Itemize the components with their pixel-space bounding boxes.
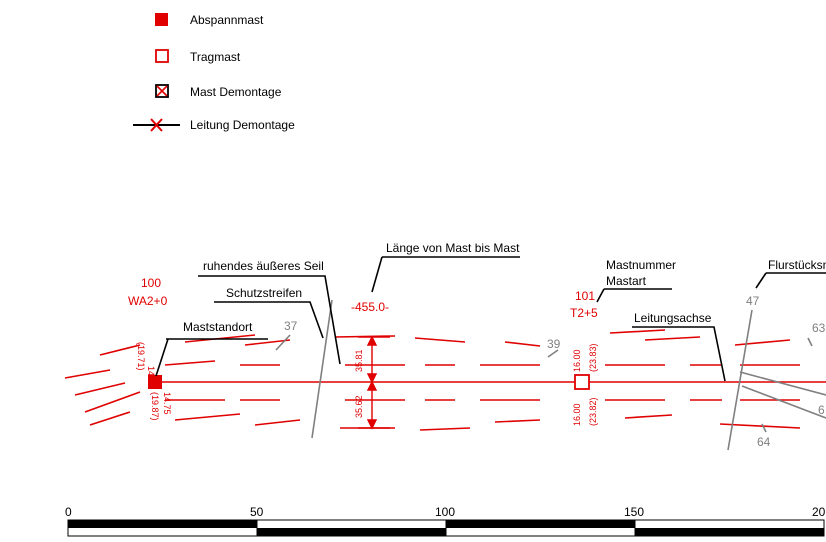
parcel-boundary-line [311,299,333,439]
cable-stroke [719,423,801,429]
cable-stroke [64,369,111,379]
upper-boundary-dash [164,360,216,366]
parcel-leader [761,423,767,433]
mast-101-type: T2+5 [570,306,598,320]
cable-stroke [624,414,673,419]
parcel-number: 47 [746,294,760,308]
callout-maststandort: Maststandort [183,320,253,334]
scale-tick-label: 0 [65,505,72,519]
mast-101-dim-bot-a: 16.00 [572,403,582,426]
mast-100-dim-top-a: 14.71 [146,366,156,389]
parcel-boundaries [275,299,826,451]
mast-101-dim-bot-b: (23.82) [588,397,598,426]
parcel-number: 63 [812,321,826,335]
parcel-boundary-line [739,371,826,396]
line-cross-icon [133,118,180,132]
filled-square-icon [155,13,168,26]
parcel-boundary-line [741,385,826,419]
mast-100-dim-bot-a: 14.75 [162,392,172,415]
parcel-number: 6 [818,403,825,417]
cable-stroke [644,336,701,341]
callout-ruhendes-seil: ruhendes äußeres Seil [203,259,324,273]
callout-leitungsachse: Leitungsachse [634,311,712,325]
scale-bar: 0 50 100 150 20 [65,505,826,537]
crossed-square-icon [155,84,169,98]
cable-stroke [419,427,471,431]
cable-stroke [74,382,126,396]
cable-stroke [609,329,666,334]
span-length: -455.0- [351,300,389,314]
scale-tick-label: 20 [812,505,826,519]
abspannmast-100[interactable] [148,375,162,389]
mast-100-dim-top-b: (19.71) [136,342,146,371]
cable-stroke [99,344,141,356]
scale-tick-label: 150 [624,505,644,519]
mast-101-dim-top-b: (23.83) [588,343,598,372]
corridor-lower-width: 35.62 [354,395,364,418]
scale-segment [635,528,824,536]
cable-stroke [89,411,131,426]
parcel-leader [275,334,291,351]
legend: Abspannmast Tragmast Mast Demontage Leit… [133,13,295,132]
cable-stroke [84,391,141,413]
leader-ruhendes-seil [198,275,341,365]
corridor-dimension [358,335,390,430]
mast-100-type: WA2+0 [128,294,168,308]
cable-stroke [414,337,466,343]
mast-100-number: 100 [141,276,161,290]
leader-leitungsachse [632,326,726,382]
tragmast-101[interactable] [574,374,590,390]
callout-leaders [155,256,826,382]
parcel-number: 37 [284,319,298,333]
callout-mastnummer: Mastnummer [606,258,676,272]
parcel-number: 64 [757,435,771,449]
cable-stroke [254,419,301,426]
parcel-boundary-line [727,309,753,451]
cable-stroke [174,413,241,421]
callout-schutzstreifen: Schutzstreifen [226,286,302,300]
outer-cable-strokes [64,329,801,431]
legend-label-mast-demontage: Mast Demontage [190,85,282,99]
callout-flurstueck: Flurstücksn [768,258,826,272]
mast-101-dim-top-a: 16.00 [572,349,582,372]
cable-stroke [504,341,541,347]
parcel-leader [547,349,559,358]
cable-stroke [244,339,291,346]
legend-label-abspannmast: Abspannmast [190,13,264,27]
scale-tick-label: 50 [250,505,264,519]
leader-schutzstreifen [214,301,324,339]
scale-segment [68,520,257,528]
parcel-leader [807,337,813,347]
mast-101-number: 101 [575,289,595,303]
corridor-upper-width: 35.81 [354,349,364,372]
callout-mastart: Mastart [606,274,647,288]
cable-stroke [734,339,791,346]
cable-stroke [494,419,541,423]
legend-label-leitung-demontage: Leitung Demontage [190,118,295,132]
parcel-number: 39 [547,337,561,351]
callout-laenge: Länge von Mast bis Mast [386,241,520,255]
scale-tick-label: 100 [435,505,455,519]
open-square-icon [155,49,169,63]
scale-segment [446,520,635,528]
scale-segment [257,528,446,536]
corridor-dashes [164,360,800,401]
mast-100-dim-bot-b: (19.87) [150,392,160,421]
legend-label-tragmast: Tragmast [190,50,241,64]
